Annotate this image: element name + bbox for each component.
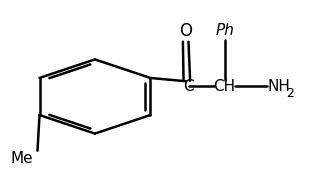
Text: 2: 2	[286, 87, 294, 100]
Text: Ph: Ph	[215, 23, 234, 38]
Text: CH: CH	[213, 79, 236, 94]
Text: C: C	[183, 79, 194, 94]
Text: NH: NH	[267, 79, 290, 94]
Text: O: O	[179, 22, 192, 40]
Text: Me: Me	[10, 151, 33, 166]
